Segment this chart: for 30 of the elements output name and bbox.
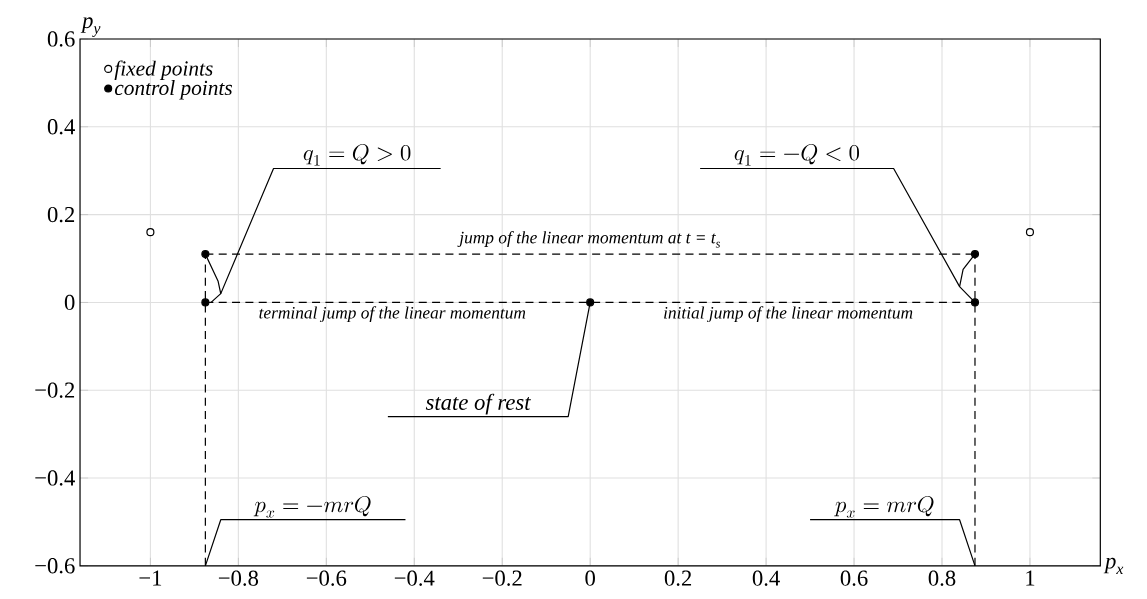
annotation: $q_1 = -Q < 0$: [734, 144, 860, 166]
annotation: initial jump of the linear momentum: [664, 306, 913, 323]
x-tick-label: −0.2: [482, 570, 522, 586]
y-tick-label: 0.6: [47, 31, 75, 47]
y-tick-label: −0.2: [35, 382, 75, 398]
x-tick-label: 0.4: [752, 570, 780, 586]
annotation: jump of the linear momentum at t = t$_{s}$: [457, 231, 720, 248]
y-tick-label: 0.4: [47, 119, 75, 135]
x-tick-label: 1: [1026, 570, 1035, 586]
x-tick-label: 0.8: [928, 570, 956, 586]
x-tick-label: −0.6: [306, 570, 347, 586]
y-axis-title: p$_{y}$: [80, 17, 101, 38]
y-tick-label: 0.2: [47, 206, 75, 223]
x-tick-label: −0.8: [218, 570, 259, 586]
annotation: $q_1 = Q > 0$: [303, 144, 411, 166]
annotation: $p_x = -mrQ$: [253, 495, 371, 518]
x-tick-label: 0: [585, 570, 595, 586]
x-tick-label: 0.6: [840, 570, 868, 586]
annotation: state of rest: [425, 393, 531, 415]
legend-label: control points: [114, 80, 233, 100]
annotation: terminal jump of the linear momentum: [259, 306, 526, 323]
y-tick-label: 0: [64, 294, 75, 311]
legend-label: fixed points: [114, 60, 213, 81]
x-tick-label: −0.4: [394, 570, 435, 586]
x-tick-label: 0.2: [664, 570, 692, 586]
y-tick-label: −0.6: [35, 558, 75, 574]
annotation: $p_x = mrQ$: [834, 495, 934, 518]
x-tick-label: −1: [139, 570, 162, 586]
x-axis-title: p$_{x}$: [1103, 557, 1124, 575]
y-tick-label: −0.4: [35, 470, 75, 486]
